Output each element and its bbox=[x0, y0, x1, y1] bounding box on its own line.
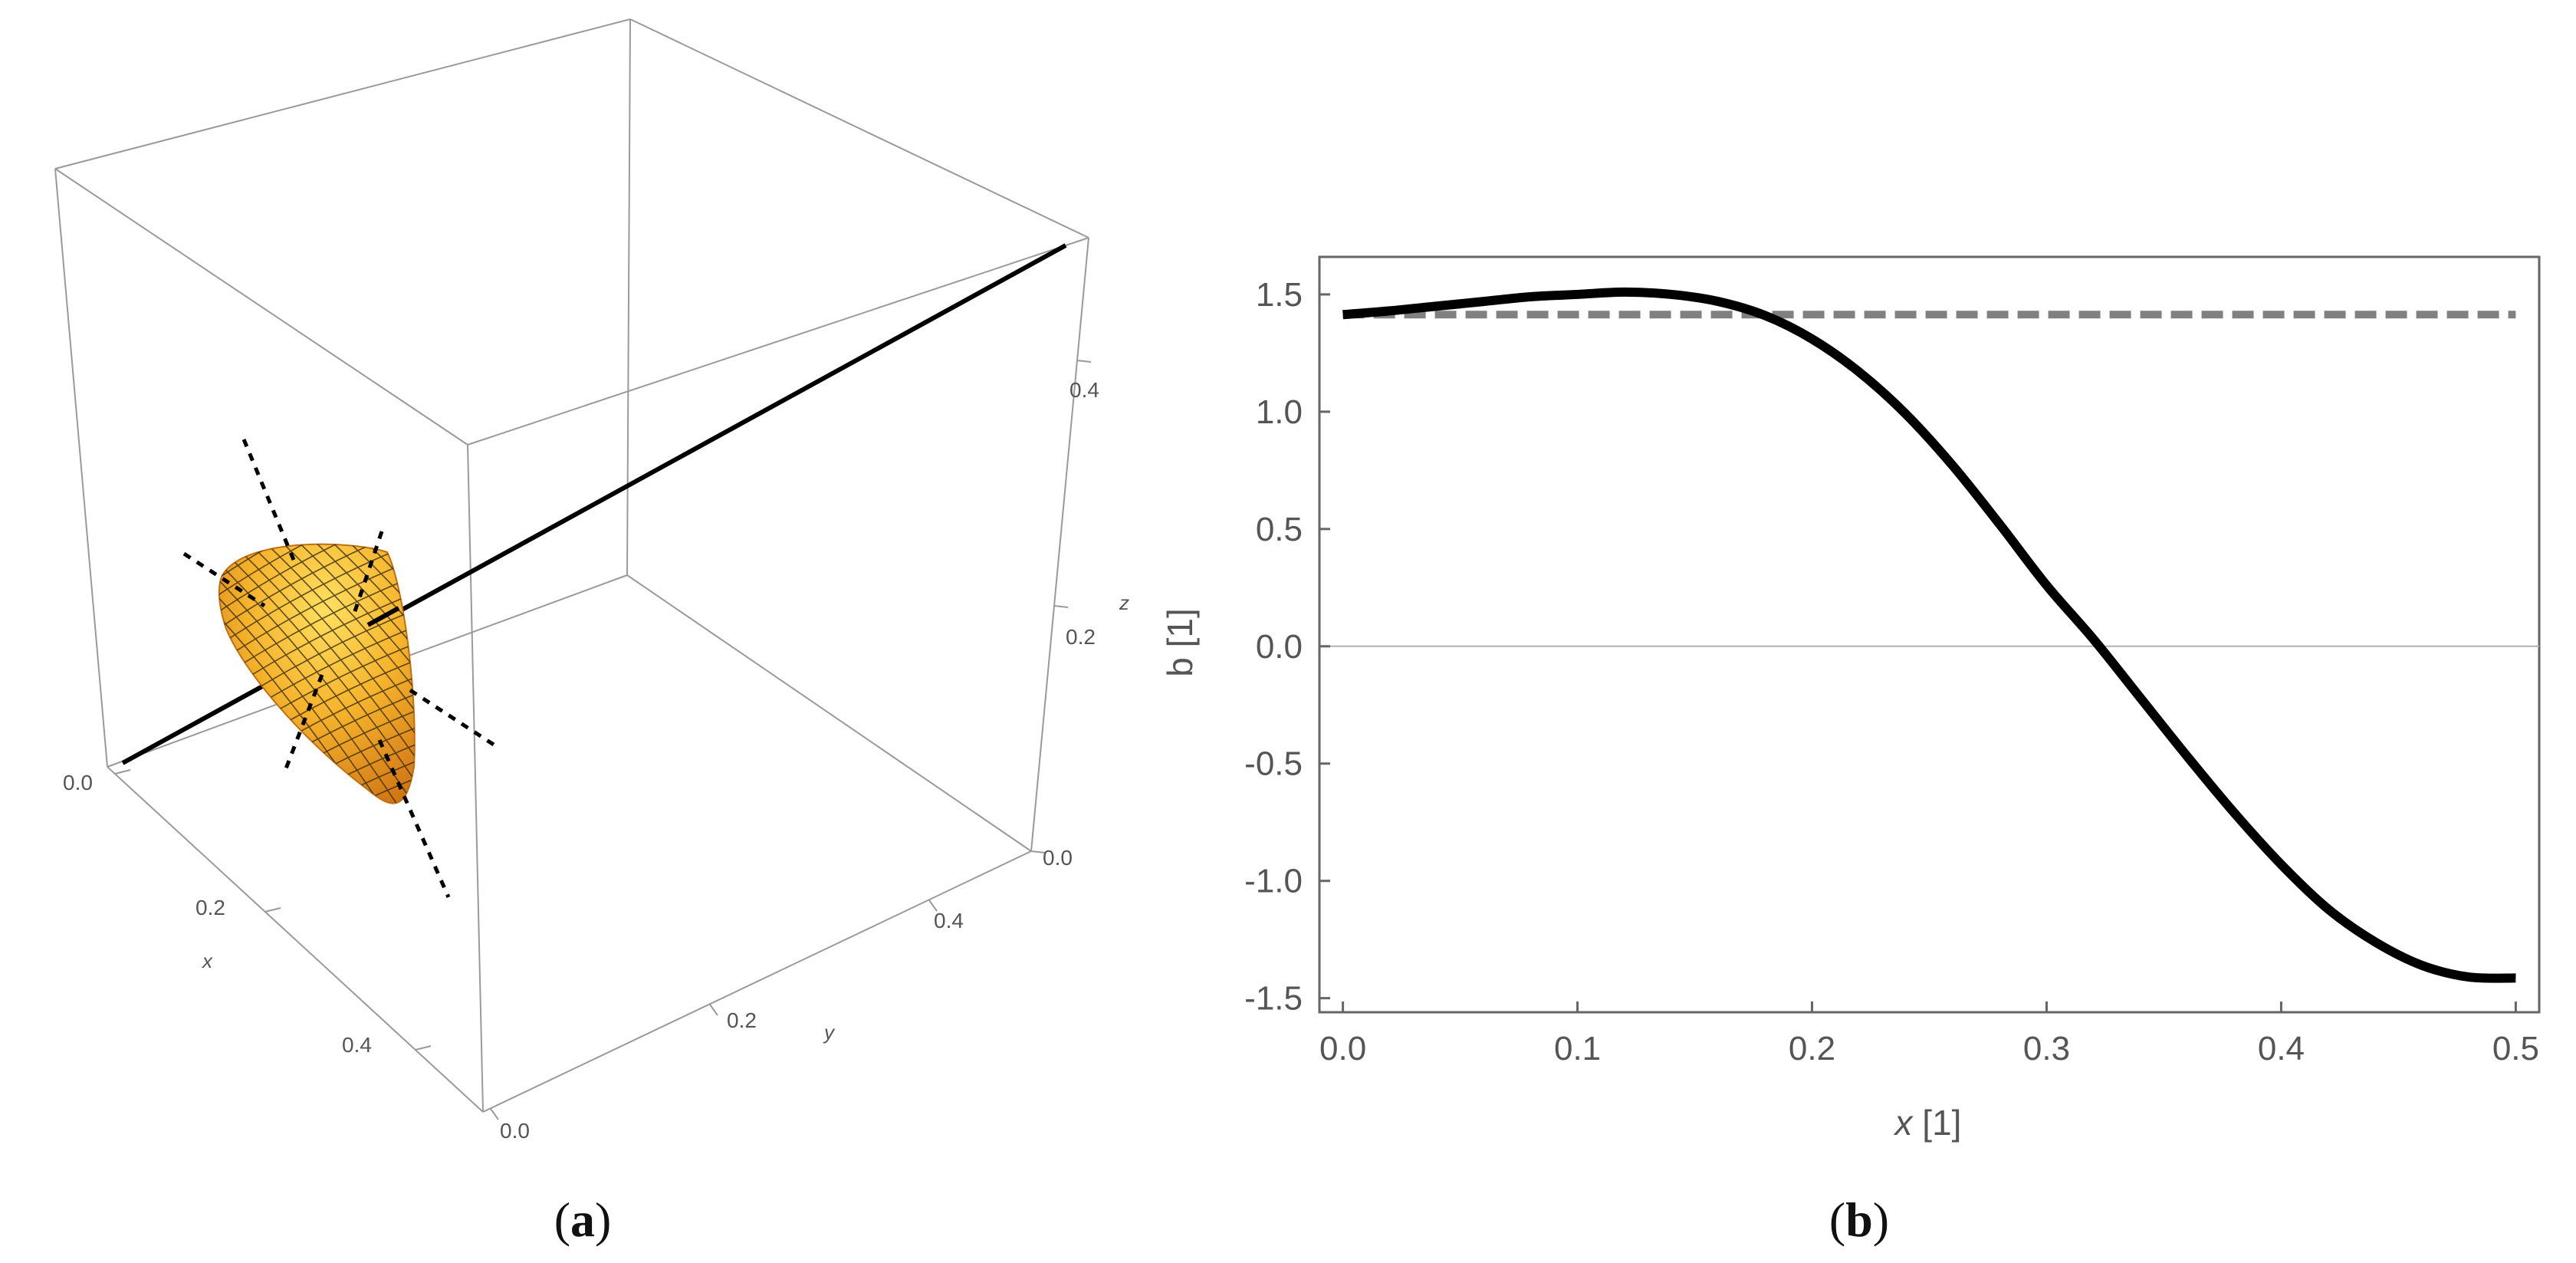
mesh-line bbox=[309, 544, 415, 804]
mesh-line bbox=[176, 351, 429, 489]
y-tick-mark bbox=[490, 1108, 499, 1120]
x-tick-mark bbox=[264, 907, 281, 913]
mesh-line bbox=[176, 301, 429, 439]
box-edge bbox=[54, 18, 631, 169]
mesh-line bbox=[326, 544, 415, 804]
box-edge bbox=[107, 766, 484, 1113]
x-tick-label: 0.4 bbox=[342, 1033, 372, 1057]
mesh-line bbox=[219, 544, 245, 804]
z-tick-mark bbox=[1030, 850, 1046, 854]
panel-a-3d-plot: 0.0 0.2 0.4 0.0 0.2 0.4 0.0 0.2 0.4 x y … bbox=[0, 18, 1129, 1247]
y-tick-label: 1.5 bbox=[1256, 276, 1303, 314]
y-tick-label: -0.5 bbox=[1244, 745, 1303, 783]
y-tick-label: -1.5 bbox=[1244, 980, 1303, 1018]
dotted-line bbox=[409, 688, 500, 750]
mesh-line bbox=[219, 544, 228, 804]
box-edge bbox=[54, 168, 108, 768]
x-axis-label: x [1] bbox=[1894, 1103, 1962, 1143]
mesh-line bbox=[292, 544, 415, 804]
mesh-line bbox=[219, 637, 415, 777]
y-axis-label: y bbox=[823, 1021, 836, 1044]
mesh-line bbox=[219, 544, 415, 625]
dotted-line bbox=[281, 674, 324, 775]
tick-labels: 0.0 0.1 0.2 0.3 0.4 0.5 1.5 1.0 0.5 0.0 -0.5 -1.0 -1… bbox=[1244, 276, 2539, 1067]
mesh-line bbox=[242, 544, 415, 804]
box-edge bbox=[467, 444, 484, 1113]
z-tick-label: 0.2 bbox=[1066, 625, 1096, 649]
mesh-line bbox=[275, 544, 415, 804]
x-tick-label: 0.1 bbox=[1554, 1030, 1601, 1067]
y-tick-label: 1.0 bbox=[1256, 393, 1303, 431]
panel-a-label: (a) bbox=[554, 1192, 612, 1247]
x-tick-label: 0.4 bbox=[2258, 1030, 2305, 1067]
y-tick-mark bbox=[928, 900, 938, 912]
z-tick-mark bbox=[1076, 360, 1092, 363]
y-axis-label: b [1] bbox=[1160, 608, 1200, 677]
mesh-line bbox=[219, 654, 415, 794]
mesh-line bbox=[219, 544, 415, 557]
mesh-line bbox=[176, 385, 429, 523]
dotted-line bbox=[182, 551, 266, 608]
mesh-line bbox=[176, 317, 429, 456]
mesh-line bbox=[343, 544, 415, 804]
mesh-line bbox=[258, 544, 415, 804]
panel-b-line-chart: 0.0 0.1 0.2 0.3 0.4 0.5 1.5 1.0 0.5 0.0 -0.5 -1.0 -1… bbox=[1160, 255, 2541, 1247]
y-tick-label: 0.4 bbox=[934, 909, 964, 932]
mesh-line bbox=[219, 544, 413, 804]
y-tick-label: -1.0 bbox=[1244, 863, 1303, 900]
mesh-line bbox=[393, 544, 415, 804]
x-tick-label: 0.5 bbox=[2492, 1030, 2539, 1067]
bounding-box bbox=[54, 18, 1089, 1113]
box-edge bbox=[626, 18, 631, 576]
mesh-line bbox=[219, 544, 415, 804]
box-edge bbox=[1030, 237, 1089, 852]
panel-b-label: (b) bbox=[1829, 1192, 1889, 1247]
z-tick-label: 0.0 bbox=[1043, 846, 1073, 870]
mesh-line bbox=[219, 587, 415, 726]
x-tick-label: 0.0 bbox=[63, 771, 93, 794]
dotted-line bbox=[242, 439, 297, 564]
x-tick-mark bbox=[415, 1045, 432, 1051]
box-edge bbox=[482, 850, 1032, 1113]
x-tick-label: 0.2 bbox=[1789, 1030, 1835, 1067]
y-tick-label: 0.2 bbox=[727, 1008, 757, 1032]
box-edge bbox=[54, 168, 468, 446]
mesh-line bbox=[219, 544, 415, 642]
series-solid bbox=[1342, 287, 2516, 983]
dotted-line bbox=[377, 738, 451, 899]
y-tick-mark bbox=[709, 1004, 718, 1016]
mesh-line bbox=[225, 544, 415, 804]
box-edge bbox=[467, 237, 1089, 446]
mesh-line bbox=[219, 772, 415, 804]
y-tick-label: 0.0 bbox=[500, 1119, 530, 1143]
x-tick-label: 0.3 bbox=[2023, 1030, 2070, 1067]
surface bbox=[0, 301, 665, 828]
mesh-line bbox=[0, 537, 193, 828]
y-tick-label: 0.5 bbox=[1256, 511, 1303, 548]
solid-line-front bbox=[366, 606, 400, 627]
x-tick-mark bbox=[114, 769, 131, 775]
plot-frame bbox=[1318, 255, 2541, 1014]
x-tick-label: 0.0 bbox=[1319, 1030, 1366, 1067]
x-tick-label: 0.2 bbox=[196, 896, 225, 919]
y-tick-label: 0.0 bbox=[1256, 628, 1303, 666]
box-edge bbox=[629, 18, 1089, 238]
mesh-line bbox=[176, 402, 429, 540]
mesh-line bbox=[176, 334, 429, 472]
x-axis-label: x bbox=[201, 949, 213, 972]
mesh-line bbox=[0, 537, 210, 828]
dotted-lines bbox=[182, 439, 500, 899]
mesh-line bbox=[428, 537, 665, 828]
z-tick-mark bbox=[1053, 605, 1069, 608]
z-tick-label: 0.4 bbox=[1070, 378, 1099, 402]
axis-tick-marks bbox=[114, 360, 1092, 1120]
mesh-line bbox=[176, 368, 429, 506]
tick-marks bbox=[1319, 293, 2517, 1012]
z-axis-label: z bbox=[1119, 591, 1129, 614]
mesh-line bbox=[219, 620, 415, 760]
box-edge bbox=[626, 574, 1032, 852]
mesh-line bbox=[219, 544, 415, 659]
mesh-line bbox=[219, 604, 415, 743]
